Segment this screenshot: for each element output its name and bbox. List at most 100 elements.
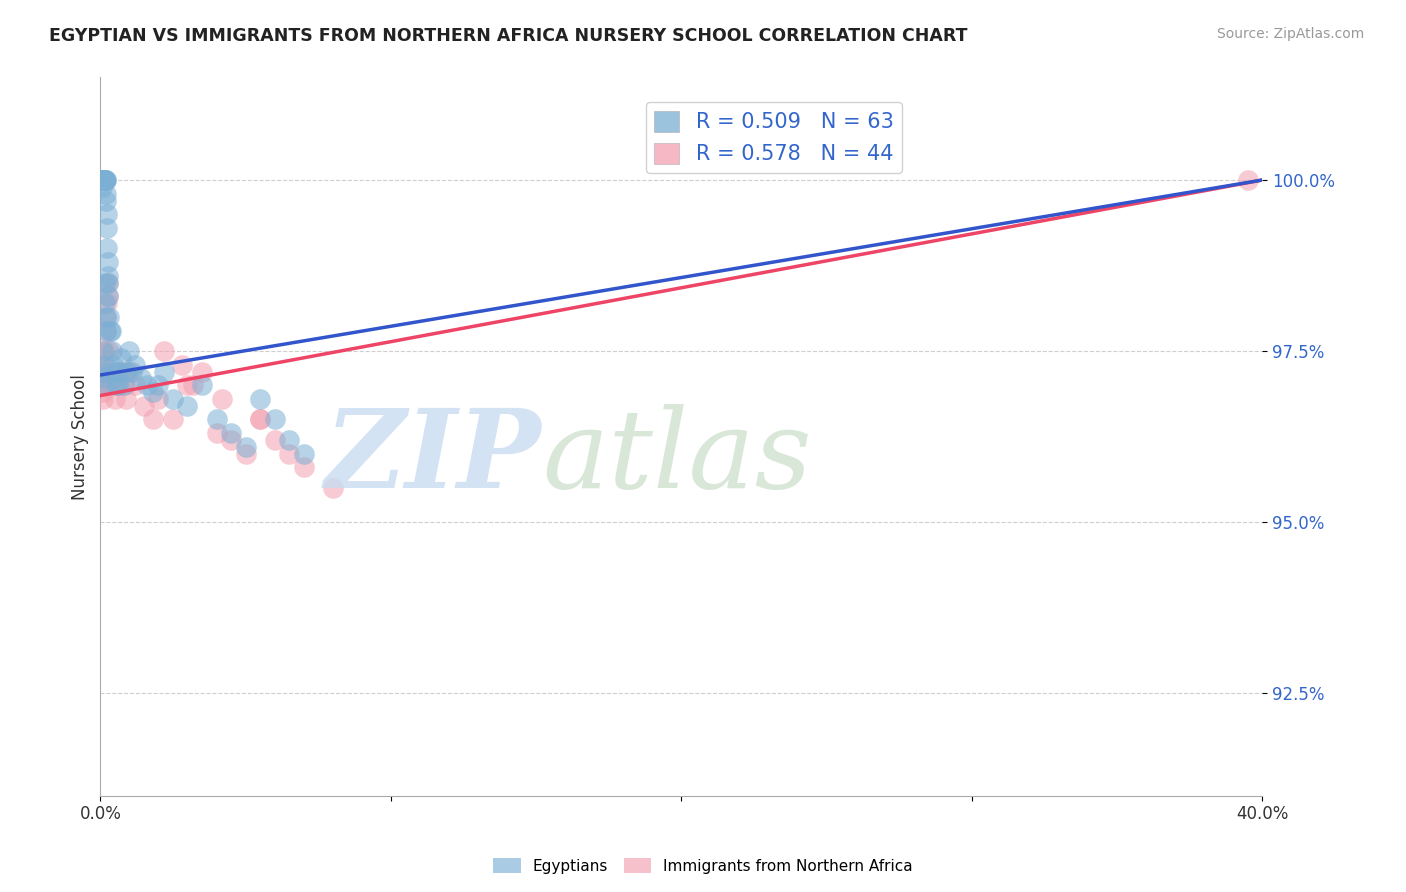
Point: [93, 173, 115, 187]
Point: [93, 378, 115, 392]
Point: [170, 358, 193, 372]
Point: [96, 324, 118, 338]
Point: [1236, 173, 1258, 187]
Point: [105, 378, 128, 392]
Point: [93, 378, 115, 392]
Point: [100, 324, 122, 338]
Point: [91, 173, 114, 187]
Point: [110, 365, 132, 379]
Point: [235, 440, 257, 454]
Legend: R = 0.509   N = 63, R = 0.578   N = 44: R = 0.509 N = 63, R = 0.578 N = 44: [645, 103, 903, 173]
Point: [91, 358, 114, 372]
Point: [135, 378, 157, 392]
Point: [162, 412, 184, 426]
Point: [91, 378, 114, 392]
Point: [94, 173, 117, 187]
Point: [96, 207, 118, 221]
Point: [278, 447, 301, 461]
Point: [129, 371, 152, 385]
Point: [121, 365, 143, 379]
Point: [94, 173, 117, 187]
Point: [94, 310, 117, 324]
Text: ZIP: ZIP: [325, 404, 541, 512]
Point: [94, 344, 117, 359]
Point: [181, 378, 204, 392]
Point: [235, 447, 257, 461]
Point: [93, 276, 115, 290]
Point: [118, 365, 141, 379]
Point: [90, 180, 112, 194]
Point: [148, 392, 170, 406]
Point: [91, 173, 114, 187]
Point: [104, 392, 127, 406]
Point: [104, 365, 127, 379]
Point: [101, 378, 124, 392]
Point: [94, 173, 117, 187]
Point: [98, 324, 121, 338]
Point: [115, 365, 138, 379]
Point: [263, 412, 285, 426]
Point: [96, 186, 118, 201]
Point: [211, 392, 233, 406]
Text: atlas: atlas: [541, 404, 811, 512]
Point: [124, 358, 146, 372]
Point: [176, 399, 198, 413]
Point: [97, 268, 120, 283]
Point: [96, 194, 118, 208]
Point: [91, 358, 114, 372]
Point: [107, 378, 129, 392]
Point: [96, 310, 118, 324]
Point: [97, 289, 120, 303]
Point: [93, 365, 115, 379]
Point: [91, 365, 114, 379]
Point: [124, 378, 146, 392]
Point: [93, 173, 115, 187]
Point: [98, 344, 121, 359]
Point: [91, 173, 114, 187]
Point: [97, 289, 120, 303]
Point: [93, 371, 115, 385]
Point: [97, 255, 120, 269]
Point: [94, 296, 117, 310]
Point: [249, 392, 271, 406]
Point: [219, 426, 242, 441]
Point: [112, 378, 135, 392]
Point: [96, 221, 118, 235]
Point: [107, 378, 129, 392]
Point: [132, 399, 155, 413]
Point: [91, 385, 114, 400]
Point: [98, 310, 121, 324]
Point: [191, 365, 214, 379]
Point: [205, 412, 228, 426]
Point: [91, 365, 114, 379]
Point: [142, 385, 165, 400]
Point: [108, 365, 131, 379]
Point: [93, 173, 115, 187]
Point: [93, 173, 115, 187]
Point: [103, 358, 125, 372]
Point: [142, 412, 165, 426]
Point: [91, 173, 114, 187]
Point: [205, 426, 228, 441]
Point: [148, 378, 170, 392]
Point: [91, 344, 114, 359]
Point: [91, 392, 114, 406]
Point: [96, 296, 118, 310]
Point: [110, 351, 132, 365]
Point: [115, 392, 138, 406]
Point: [153, 344, 176, 359]
Point: [292, 447, 315, 461]
Legend: Egyptians, Immigrants from Northern Africa: Egyptians, Immigrants from Northern Afri…: [486, 852, 920, 880]
Text: Source: ZipAtlas.com: Source: ZipAtlas.com: [1216, 27, 1364, 41]
Point: [322, 481, 344, 495]
Point: [249, 412, 271, 426]
Point: [112, 378, 135, 392]
Point: [101, 344, 124, 359]
Y-axis label: Nursery School: Nursery School: [72, 374, 89, 500]
Point: [118, 344, 141, 359]
Point: [176, 378, 198, 392]
Point: [249, 412, 271, 426]
Point: [292, 460, 315, 475]
Point: [191, 378, 214, 392]
Point: [91, 173, 114, 187]
